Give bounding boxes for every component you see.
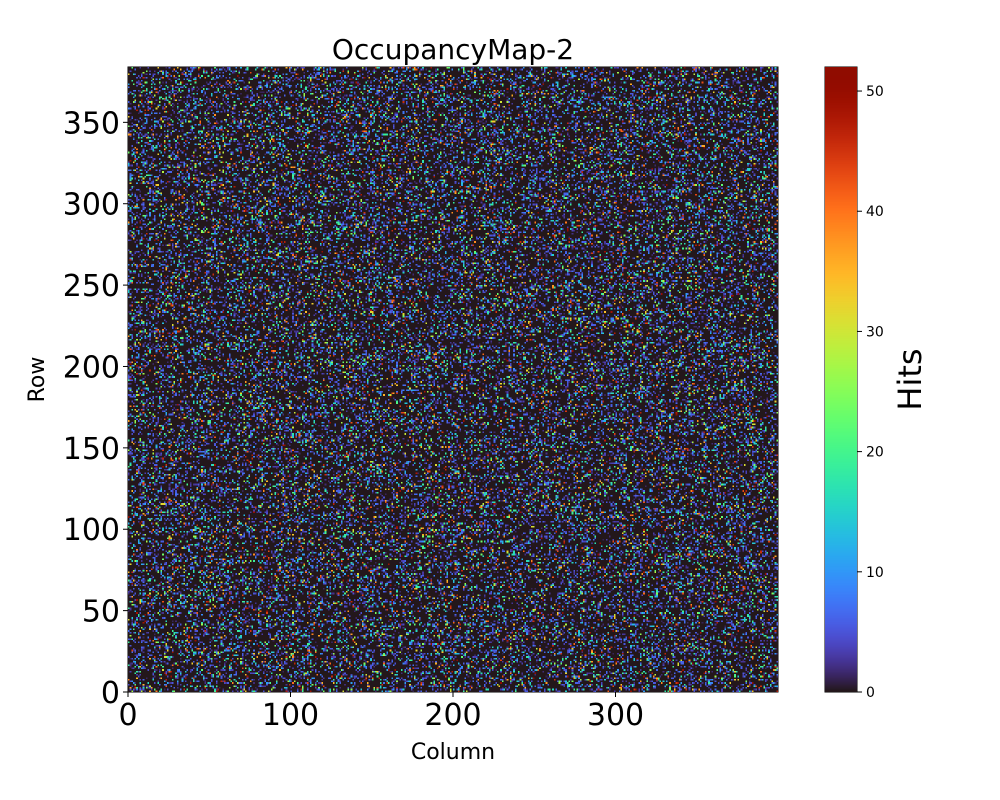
x-tick-label: 0 [118,698,137,733]
y-tick-label: 350 [63,106,120,141]
colorbar-tick-label: 30 [866,324,884,340]
colorbar-tick-label: 40 [866,204,884,220]
colorbar-tick-label: 0 [866,685,875,701]
x-tick-label: 200 [424,698,481,733]
heatmap-image [128,67,778,692]
x-tick-label: 300 [587,698,644,733]
y-tick-label: 200 [63,350,120,385]
y-tick-label: 0 [101,676,120,711]
y-tick-label: 50 [82,595,120,630]
y-axis-label: Row [25,357,50,403]
chart-title: OccupancyMap-2 [332,33,574,66]
colorbar-tick-label: 20 [866,445,884,461]
colorbar-gradient [825,67,857,692]
colorbar-tick-label: 50 [866,84,884,100]
y-tick-label: 300 [63,188,120,223]
colorbar-tick-label: 10 [866,565,884,581]
y-tick-label: 100 [63,513,120,548]
x-tick-label: 100 [262,698,319,733]
x-axis-label: Column [411,740,495,765]
y-tick-label: 150 [63,432,120,467]
colorbar-label: Hits [891,348,929,410]
y-tick-label: 250 [63,269,120,304]
